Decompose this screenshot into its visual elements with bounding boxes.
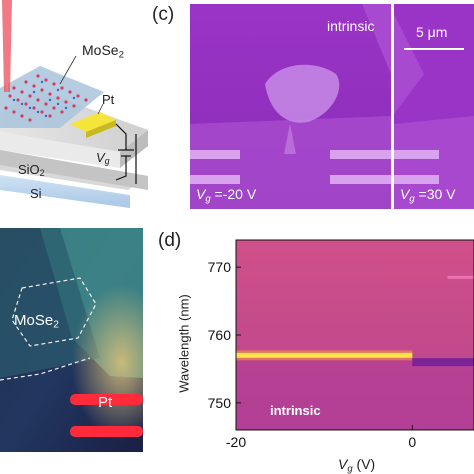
- electrode-stripe: [190, 150, 240, 159]
- vg-label-left: Vg =-20 V: [196, 186, 257, 205]
- vg-label-right: Vg =30 V: [400, 186, 456, 205]
- sio2-label: SiO2: [18, 162, 45, 179]
- pt-label-a: Pt: [102, 92, 115, 107]
- x-axis-title: Vg (V): [338, 456, 376, 474]
- panel-c-letter: (c): [152, 4, 175, 25]
- band-2: [447, 275, 474, 279]
- mose2-outline: [11, 277, 97, 347]
- pl-image-left: [190, 4, 391, 209]
- lattice-dots: [4, 74, 88, 122]
- plot-frame: [235, 239, 474, 431]
- vg-label-a: Vg: [96, 150, 110, 167]
- intrinsic-label-c: intrinsic: [327, 18, 375, 34]
- gate-circuit: [115, 123, 137, 184]
- mose2-label-b: MoSe2: [14, 312, 59, 331]
- device-schematic: [0, 0, 148, 208]
- y-tick-label: 750: [208, 395, 232, 411]
- pl-image-right: [394, 4, 474, 209]
- band-0: [236, 352, 413, 358]
- scale-bar: [404, 48, 464, 50]
- pt-label-b: Pt: [98, 394, 113, 411]
- optical-image: [0, 228, 143, 452]
- si-label: Si: [30, 186, 42, 201]
- y-tick-label: 760: [208, 327, 232, 343]
- band-1: [412, 358, 474, 367]
- band-0-glow: [236, 350, 413, 361]
- y-tick-label: 770: [208, 259, 232, 275]
- pt-bar-bottom: [70, 426, 143, 437]
- pt-bar-top: [70, 394, 143, 405]
- scale-bar-label: 5 μm: [416, 24, 448, 40]
- heatmap-background: [236, 240, 474, 430]
- x-tick-label: 0: [408, 434, 416, 450]
- x-tick-label: -20: [226, 434, 246, 450]
- pt-electrode: [70, 112, 116, 132]
- lower-region: [236, 358, 474, 430]
- y-axis-title: Wavelength (nm): [176, 294, 192, 393]
- flake-bright: [265, 64, 340, 123]
- lattice-dots-blue: [12, 80, 76, 118]
- panel-d-letter: (d): [158, 230, 182, 251]
- mose2-label-a: MoSe2: [82, 42, 124, 61]
- intrinsic-label-d: intrinsic: [270, 403, 321, 418]
